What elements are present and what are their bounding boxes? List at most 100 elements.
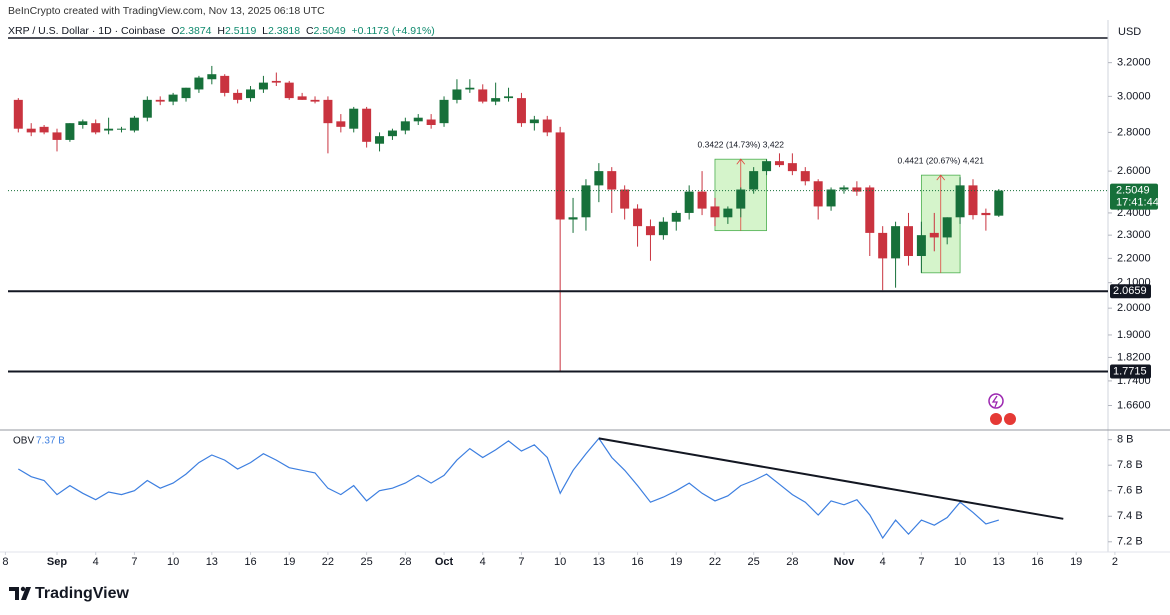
logo-mark — [21, 587, 31, 600]
x-tick-label: 25 — [748, 556, 760, 568]
candle-body — [336, 121, 346, 127]
candle-body — [865, 187, 875, 233]
y-tick-label: 1.6600 — [1117, 399, 1151, 411]
candle-body — [916, 235, 926, 257]
x-tick-label: 7 — [918, 556, 924, 568]
icon — [989, 412, 1003, 426]
candle-body — [852, 187, 862, 192]
trendline — [598, 437, 1064, 520]
candle-body — [942, 217, 952, 238]
x-tick-label: 2 — [1112, 556, 1118, 568]
candle-body — [246, 89, 256, 99]
candle-body — [78, 121, 88, 125]
candle-body — [220, 75, 230, 93]
candle-body — [749, 171, 759, 190]
logo-mark — [20, 586, 26, 592]
x-tick-label: 10 — [954, 556, 966, 568]
candle-body — [581, 185, 591, 218]
y-tick-label: 1.8200 — [1117, 351, 1151, 363]
candle-body — [736, 189, 746, 209]
x-tick-label: 22 — [709, 556, 721, 568]
candle-body — [826, 189, 836, 207]
candle-body — [65, 123, 75, 140]
x-tick-label: 7 — [131, 556, 137, 568]
candle-body — [310, 99, 320, 102]
candle-body — [787, 163, 797, 172]
candle-body — [349, 108, 359, 129]
indicator-name: OBV — [13, 436, 34, 447]
candle-body — [491, 98, 501, 102]
level-label-box — [1110, 364, 1151, 379]
candle-body — [168, 94, 178, 102]
x-tick-label: 4 — [880, 556, 886, 568]
candle-body — [633, 208, 643, 227]
y-tick-label: 8 B — [1117, 434, 1134, 446]
y-tick-label: 3.2000 — [1117, 57, 1151, 69]
logo-mark — [9, 587, 19, 600]
legend-label: H — [217, 25, 225, 37]
x-tick-label: 25 — [361, 556, 373, 568]
candle-body — [529, 119, 539, 124]
candle-body — [697, 191, 707, 209]
x-tick-label: 16 — [631, 556, 643, 568]
candle-body — [723, 208, 733, 218]
currency-label: USD — [1118, 26, 1141, 38]
x-tick-label: 19 — [1070, 556, 1082, 568]
symbol-legend: XRP / U.S. Dollar · 1D · Coinbase O2.387… — [8, 25, 435, 37]
candle-body — [684, 191, 694, 213]
y-tick-label: 1.9000 — [1117, 329, 1151, 341]
candle-body — [362, 108, 372, 142]
x-tick-label: 8 — [2, 556, 8, 568]
candle-body — [555, 132, 565, 220]
plot-area — [8, 65, 1108, 540]
candle-body — [968, 185, 978, 216]
last-price-box — [1110, 183, 1158, 210]
x-tick-label: 28 — [786, 556, 798, 568]
legend-open: 2.3874 — [179, 25, 212, 37]
level-label: 2.0659 — [1113, 285, 1147, 297]
candle-body — [258, 82, 268, 90]
symbol-title: XRP / U.S. Dollar · 1D · Coinbase — [8, 25, 166, 37]
countdown-label: 17:41:44 — [1116, 196, 1159, 208]
candle-body — [981, 212, 991, 216]
x-tick-label: 13 — [593, 556, 605, 568]
candle-body — [891, 226, 901, 259]
level-label-box — [1110, 284, 1151, 299]
candle-body — [839, 187, 849, 190]
candle-body — [26, 128, 36, 133]
y-tick-label: 7.2 B — [1117, 536, 1143, 548]
y-tick-label: 2.4000 — [1117, 207, 1151, 219]
candle-body — [129, 117, 139, 131]
candle-body — [504, 96, 514, 99]
legend-label: C — [305, 25, 314, 37]
candle-body — [155, 99, 165, 102]
obv-line — [17, 437, 999, 540]
y-tick-label: 2.3000 — [1117, 229, 1151, 241]
measure-label: 0.4421 (20.67%) 4,421 — [897, 155, 984, 165]
x-tick-label: 13 — [206, 556, 218, 568]
candle-body — [903, 226, 913, 257]
candle-body — [878, 232, 888, 259]
y-tick-label: 7.4 B — [1117, 510, 1143, 522]
candle-body — [671, 212, 681, 222]
candle-body — [620, 189, 630, 209]
candle-body — [233, 92, 243, 100]
legend-low: 2.3818 — [267, 25, 301, 37]
candle-body — [929, 232, 939, 238]
x-tick-label: 19 — [283, 556, 295, 568]
legend-label: O — [171, 25, 180, 37]
x-tick-label: Oct — [435, 556, 454, 568]
x-tick-label: 10 — [167, 556, 179, 568]
candle-body — [194, 77, 204, 90]
candle-body — [117, 128, 127, 130]
x-tick-label: 7 — [518, 556, 524, 568]
candle-body — [994, 190, 1004, 216]
logo-text: TradingView — [35, 585, 130, 602]
candle-body — [762, 161, 772, 172]
last-price-label: 2.5049 — [1116, 184, 1150, 196]
x-tick-label: 13 — [993, 556, 1005, 568]
x-tick-label: 16 — [1031, 556, 1043, 568]
candle-body — [452, 89, 462, 100]
candle-body — [413, 117, 423, 122]
